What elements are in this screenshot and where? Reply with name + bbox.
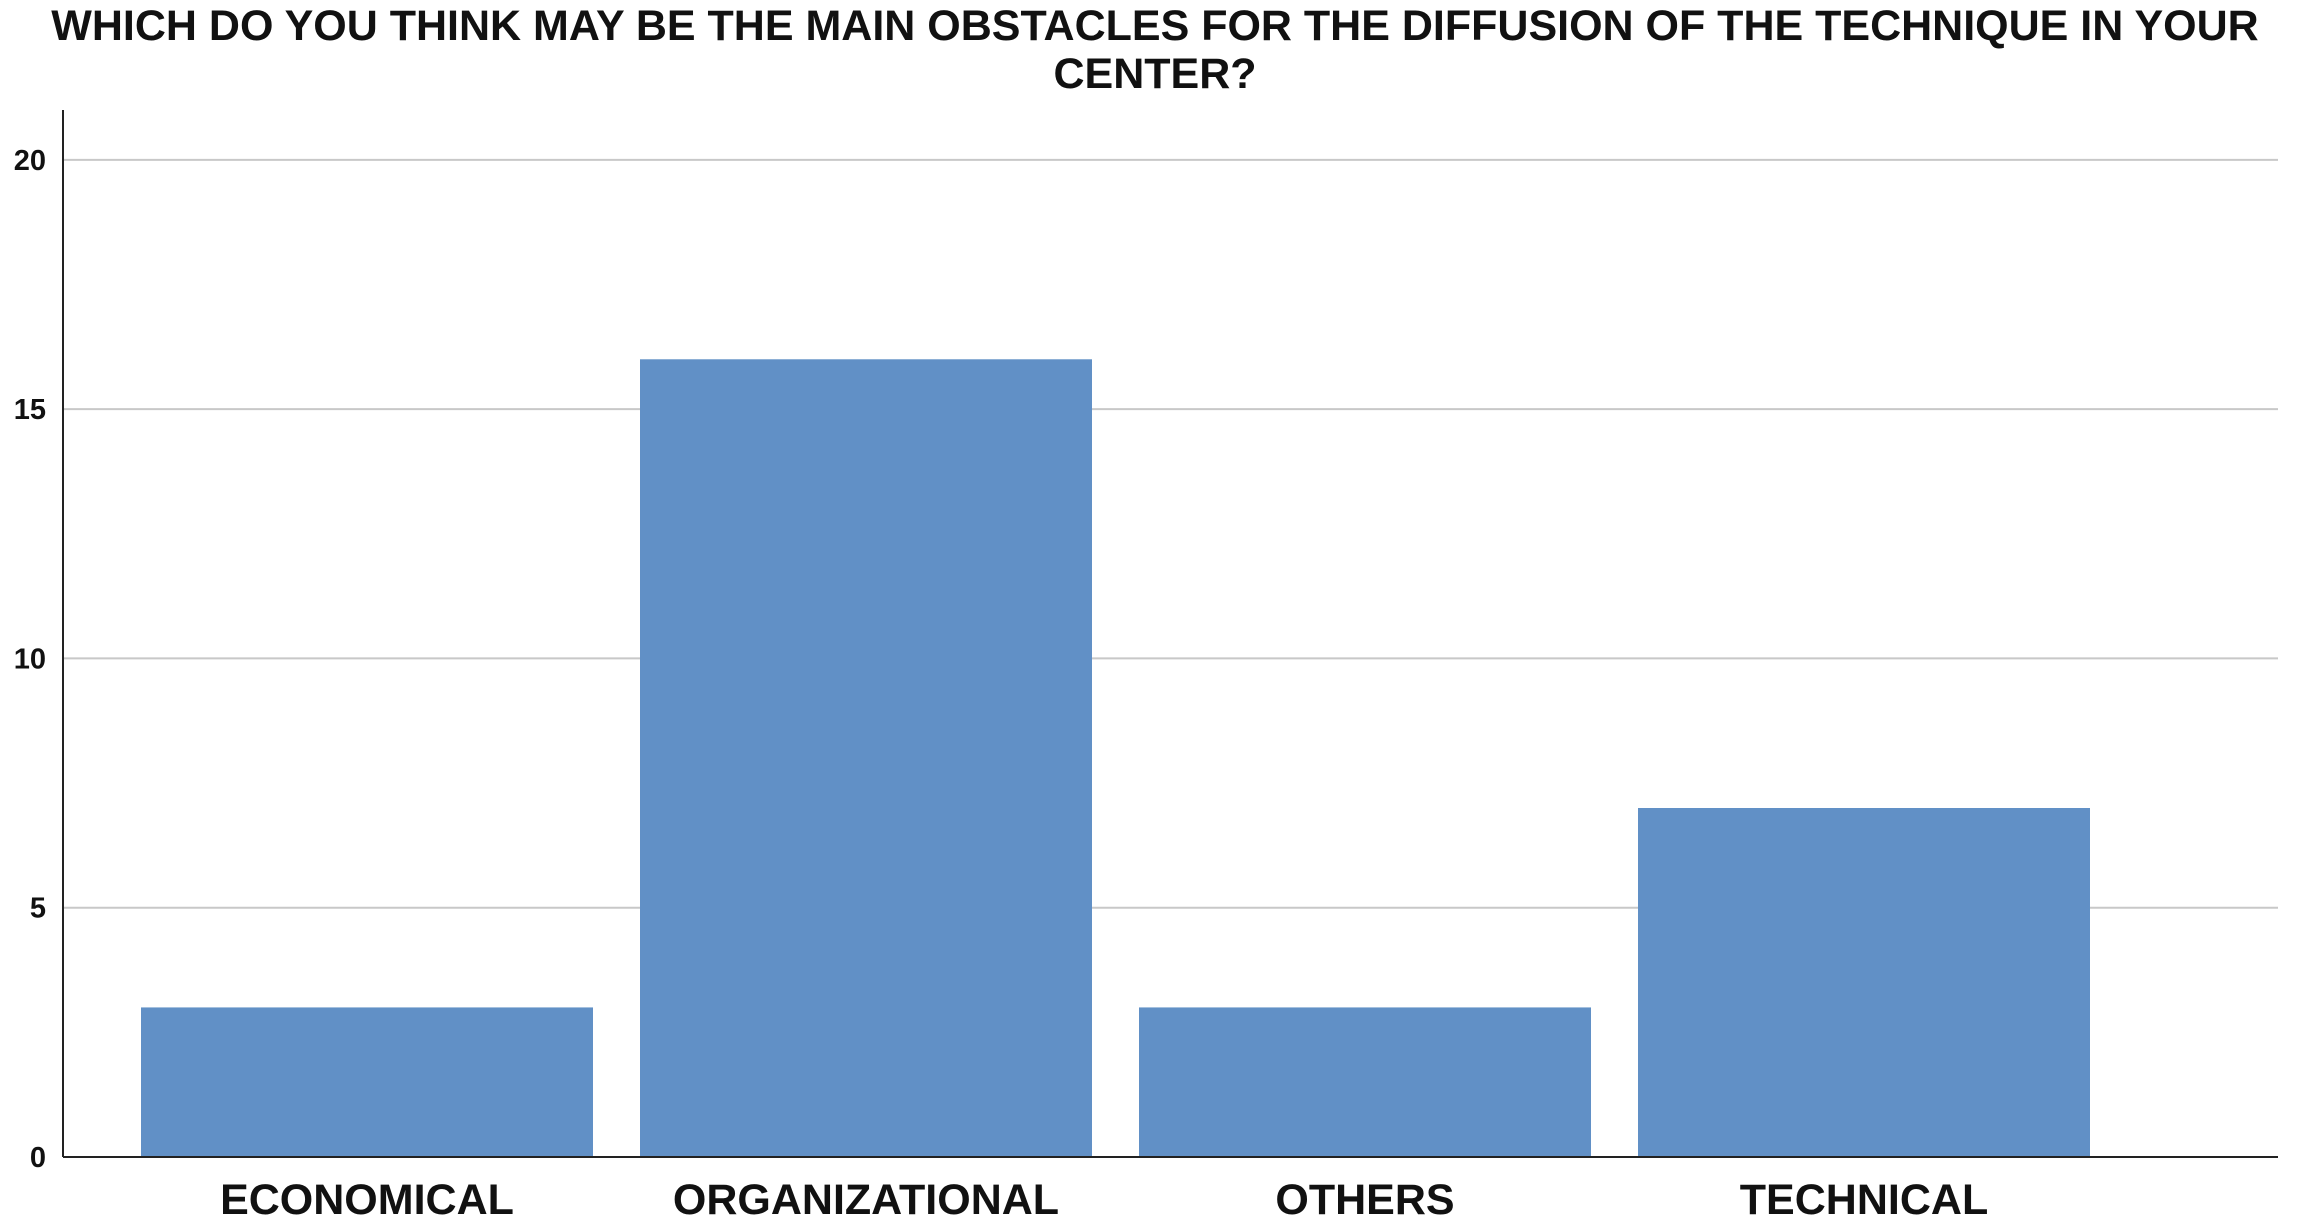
bar-technical — [1638, 808, 2090, 1157]
y-tick-label: 15 — [14, 394, 46, 426]
x-tick-label: ECONOMICAL — [220, 1176, 514, 1224]
bars — [141, 359, 2090, 1157]
y-tick-label: 5 — [30, 893, 46, 925]
labels: 0 5 10 15 20 ECONOMICAL ORGANIZATIONAL OTHERS TE… — [14, 145, 1988, 1224]
x-tick-label: OTHERS — [1275, 1176, 1454, 1224]
bar-others — [1139, 1007, 1591, 1157]
chart-title: WHICH DO YOU THINK MAY BE THE MAIN OBSTA… — [51, 2, 2259, 98]
bar-economical — [141, 1007, 593, 1157]
bar-organizational — [640, 359, 1092, 1157]
y-tick-label: 10 — [14, 643, 46, 675]
x-tick-label: ORGANIZATIONAL — [673, 1176, 1059, 1224]
gridlines — [63, 158, 2278, 909]
y-tick-label: 0 — [30, 1142, 46, 1174]
axes — [62, 110, 2278, 1158]
x-tick-label: TECHNICAL — [1740, 1176, 1988, 1224]
y-tick-label: 20 — [14, 145, 46, 177]
